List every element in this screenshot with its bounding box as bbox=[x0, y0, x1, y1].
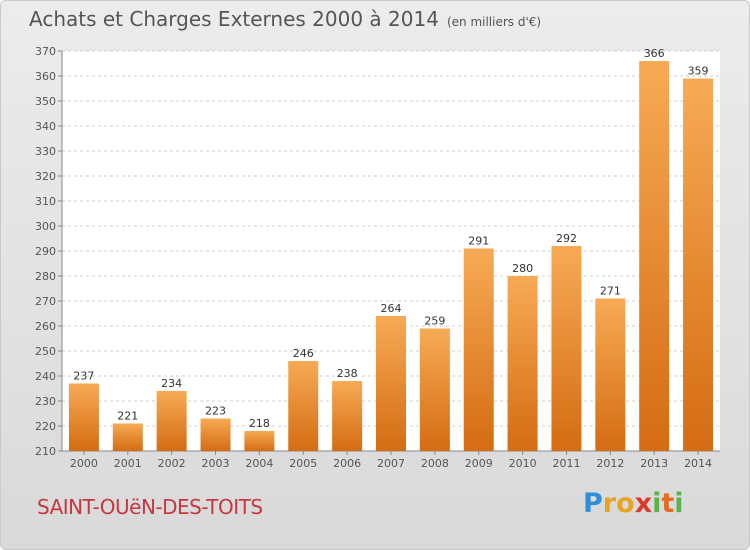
logo-letter: o bbox=[616, 488, 635, 519]
logo-letter: r bbox=[602, 488, 617, 519]
x-tick-label: 2011 bbox=[552, 457, 580, 470]
bar-value-label: 223 bbox=[205, 405, 226, 418]
bar bbox=[683, 78, 714, 451]
proxiti-logo: Proxiti bbox=[583, 488, 684, 519]
bar bbox=[595, 298, 626, 451]
bar bbox=[332, 381, 363, 451]
bar bbox=[419, 328, 450, 451]
y-tick-label: 280 bbox=[35, 270, 56, 283]
bar-value-label: 221 bbox=[117, 410, 138, 423]
x-tick-label: 2009 bbox=[465, 457, 493, 470]
y-tick-label: 340 bbox=[35, 120, 56, 133]
x-tick-label: 2004 bbox=[245, 457, 273, 470]
bar bbox=[463, 248, 494, 451]
y-tick-label: 210 bbox=[35, 445, 56, 458]
logo-letter: i bbox=[652, 488, 662, 519]
bar-value-label: 234 bbox=[161, 377, 182, 390]
x-tick-label: 2008 bbox=[421, 457, 449, 470]
bar-value-label: 264 bbox=[381, 302, 402, 315]
bar bbox=[376, 316, 406, 451]
x-tick-label: 2003 bbox=[202, 457, 230, 470]
x-tick-label: 2000 bbox=[70, 457, 98, 470]
logo-letter: x bbox=[634, 488, 653, 519]
x-tick-label: 2002 bbox=[158, 457, 186, 470]
y-tick-label: 240 bbox=[35, 370, 56, 383]
x-tick-label: 2005 bbox=[289, 457, 317, 470]
logo-letter: i bbox=[674, 488, 684, 519]
y-tick-label: 250 bbox=[35, 345, 56, 358]
y-tick-label: 310 bbox=[35, 195, 56, 208]
y-tick-label: 270 bbox=[35, 295, 56, 308]
y-tick-label: 360 bbox=[35, 70, 56, 83]
bar-value-label: 238 bbox=[337, 367, 358, 380]
y-tick-label: 320 bbox=[35, 170, 56, 183]
bar bbox=[507, 276, 538, 451]
bar-value-label: 246 bbox=[293, 347, 314, 360]
bar bbox=[200, 418, 231, 451]
chart-title-text: Achats et Charges Externes 2000 à 2014 bbox=[29, 7, 439, 31]
logo-letter: P bbox=[583, 488, 603, 519]
logo-letter: t bbox=[661, 488, 675, 519]
y-tick-label: 260 bbox=[35, 320, 56, 333]
x-tick-label: 2014 bbox=[684, 457, 712, 470]
x-tick-label: 2001 bbox=[114, 457, 142, 470]
y-tick-label: 330 bbox=[35, 145, 56, 158]
chart-unit-text: (en milliers d'€) bbox=[446, 15, 542, 29]
chart-title: Achats et Charges Externes 2000 à 2014 (e… bbox=[29, 7, 541, 31]
bar-value-label: 292 bbox=[556, 232, 577, 245]
y-tick-label: 220 bbox=[35, 420, 56, 433]
bar-value-label: 280 bbox=[512, 262, 533, 275]
bar-value-label: 291 bbox=[468, 235, 489, 248]
y-tick-label: 290 bbox=[35, 245, 56, 258]
y-tick-label: 300 bbox=[35, 220, 56, 233]
bar bbox=[156, 391, 187, 451]
x-tick-label: 2010 bbox=[509, 457, 537, 470]
y-tick-label: 350 bbox=[35, 95, 56, 108]
x-tick-label: 2007 bbox=[377, 457, 405, 470]
x-tick-label: 2006 bbox=[333, 457, 361, 470]
bar-value-label: 271 bbox=[600, 285, 621, 298]
commune-name: SAINT-OUëN-DES-TOITS bbox=[37, 495, 263, 519]
y-tick-label: 370 bbox=[35, 45, 56, 58]
bar-value-label: 237 bbox=[73, 370, 94, 383]
bar bbox=[68, 383, 99, 451]
bar bbox=[639, 61, 670, 451]
bar-value-label: 366 bbox=[644, 47, 665, 60]
bar bbox=[551, 246, 582, 451]
bar-value-label: 218 bbox=[249, 417, 270, 430]
bar-value-label: 359 bbox=[688, 65, 709, 78]
bar bbox=[288, 361, 319, 451]
bar bbox=[244, 431, 275, 451]
y-tick-label: 230 bbox=[35, 395, 56, 408]
bar bbox=[112, 423, 143, 451]
x-tick-label: 2013 bbox=[640, 457, 668, 470]
bar-value-label: 259 bbox=[424, 315, 445, 328]
x-tick-label: 2012 bbox=[596, 457, 624, 470]
